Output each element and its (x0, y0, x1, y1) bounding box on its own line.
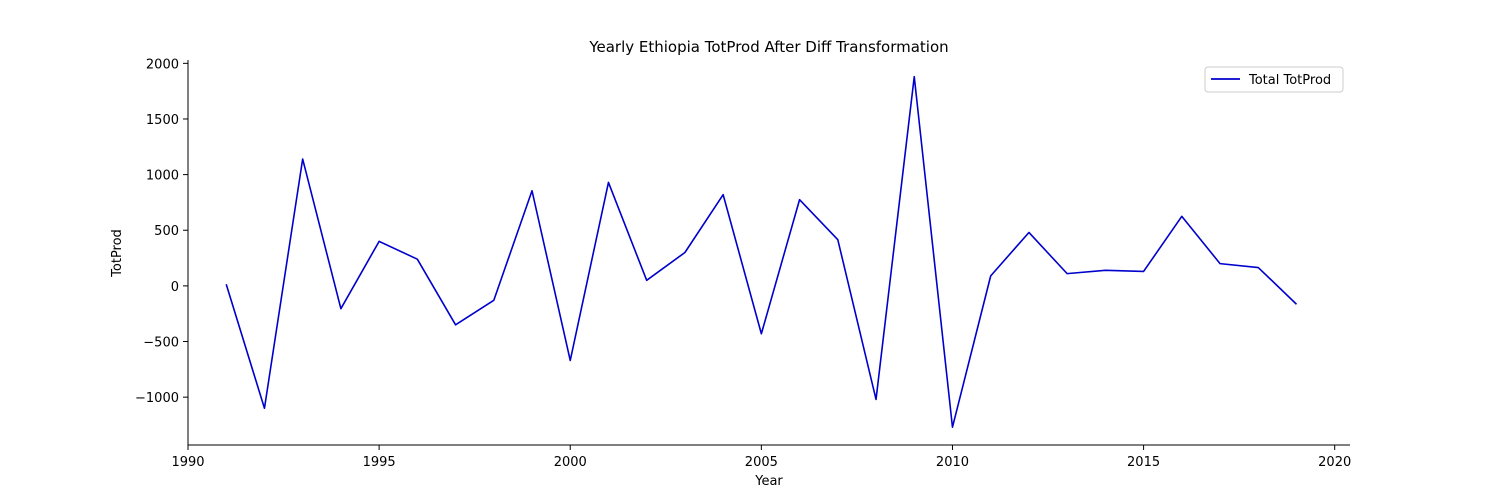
x-axis-label: Year (754, 474, 783, 489)
x-tick-label: 1990 (171, 455, 204, 470)
legend-label: Total TotProd (1248, 73, 1331, 88)
y-axis: −1000 −500 0 500 1000 1500 2000 (135, 57, 189, 445)
y-tick-label: 500 (154, 224, 179, 239)
series-line-0 (225, 75, 1298, 429)
x-tick-label: 2015 (1127, 455, 1160, 470)
y-tick-label: 1000 (146, 169, 179, 184)
legend-box (1204, 66, 1344, 93)
y-tick-label: −500 (143, 336, 179, 351)
y-axis-label: TotProd (110, 229, 125, 278)
x-tick-label: 1995 (363, 455, 396, 470)
y-tick-label: 1500 (146, 113, 179, 128)
legend: Total TotProd (1204, 66, 1344, 93)
y-tick-label: −1000 (135, 391, 179, 406)
y-tick-label: 2000 (146, 57, 179, 72)
chart-title: Yearly Ethiopia TotProd After Diff Trans… (588, 38, 948, 56)
y-tick-label: 0 (171, 280, 179, 295)
x-tick-label: 2005 (745, 455, 778, 470)
plot-area (225, 75, 1298, 429)
x-axis: 1990 1995 2000 2005 2010 2015 2020 (171, 444, 1351, 470)
x-tick-label: 2000 (554, 455, 587, 470)
x-tick-label: 2010 (936, 455, 969, 470)
x-tick-label: 2020 (1318, 455, 1351, 470)
